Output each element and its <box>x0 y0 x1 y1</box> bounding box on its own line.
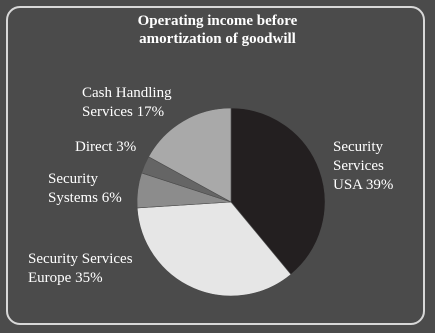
chart-title-line-2: amortization of goodwill <box>139 31 296 47</box>
label-cash-handling-services: Cash Handling Services 17% <box>82 85 172 120</box>
pie-slice-security-services-europe <box>136 201 292 297</box>
label-direct: Direct 3% <box>75 139 137 155</box>
chart-title-line-1: Operating income before <box>137 13 298 29</box>
pie-slice-cash-handling-services <box>148 107 232 203</box>
chart-title: Operating income before amortization of … <box>0 12 435 48</box>
label-security-systems: Security Systems 6% <box>48 171 122 206</box>
pie-slice-security-services-usa <box>230 107 326 275</box>
label-security-services-europe: Security Services Europe 35% <box>28 251 133 286</box>
label-security-services-usa: Security Services USA 39% <box>333 139 394 193</box>
